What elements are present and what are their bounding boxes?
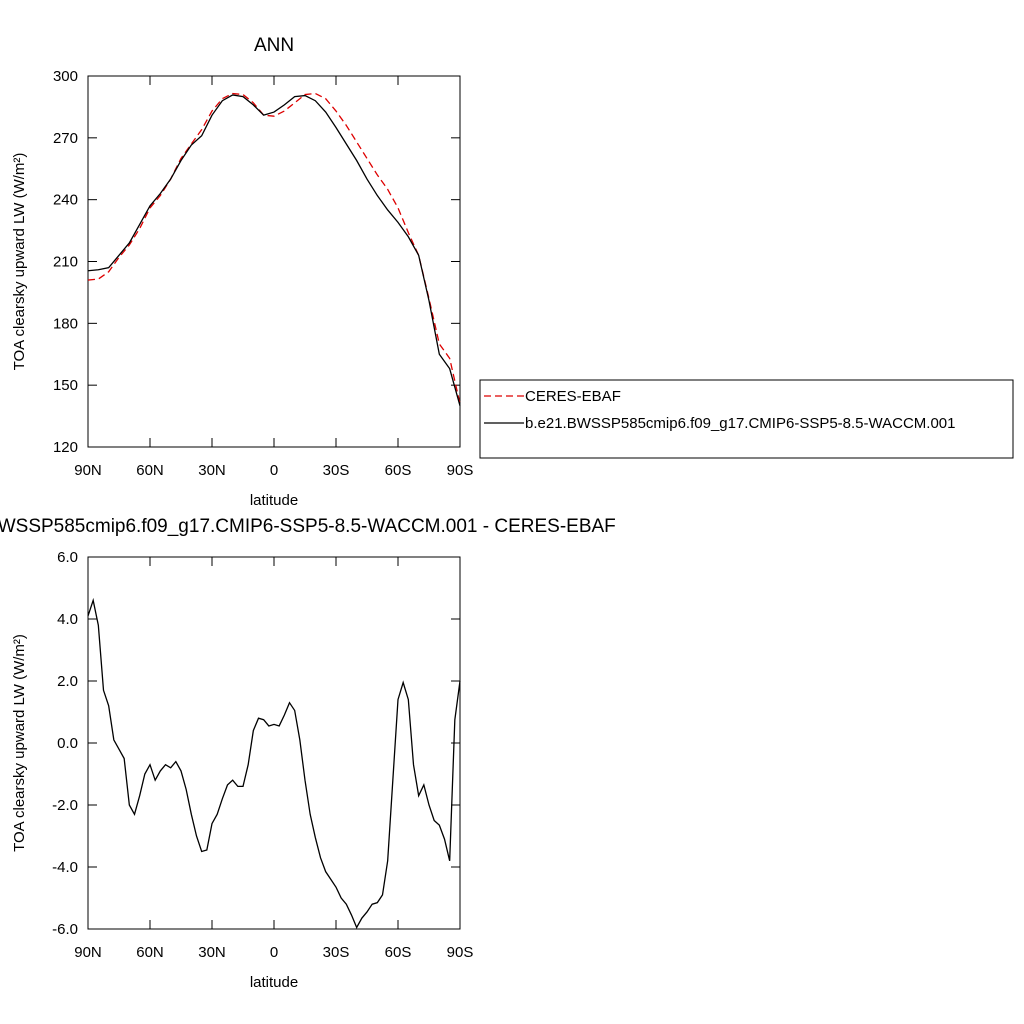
legend-box [479,379,1014,459]
x-tick-label: 30S [323,944,350,961]
line-series [87,94,461,406]
y-tick-label: -4.0 [52,859,78,876]
x-tick-label: 30N [198,462,226,479]
y-tick-label: 2.0 [57,673,78,690]
x-tick-label: 90S [447,944,474,961]
x-axis-label: latitude [250,974,298,991]
y-axis-label: TOA clearsky upward LW (W/m²) [11,634,28,852]
chart-title: b.e21.BWSSP585cmip6.f09_g17.CMIP6-SSP5-8… [0,516,616,537]
x-tick-label: 30S [323,462,350,479]
y-tick-label: -6.0 [52,921,78,938]
x-tick-label: 90N [74,944,102,961]
x-tick-label: 0 [270,462,278,479]
line-series [87,92,461,404]
y-tick-label: 4.0 [57,611,78,628]
y-tick-label: 210 [53,254,78,271]
y-tick-label: 240 [53,192,78,209]
y-tick-label: 120 [53,439,78,456]
x-tick-label: 60N [136,462,164,479]
x-tick-label: 60S [385,462,412,479]
chart-title: ANN [254,35,294,56]
y-tick-label: 6.0 [57,549,78,566]
plot-frame [87,75,461,448]
legend-label: CERES-EBAF [525,388,621,405]
y-tick-label: 150 [53,377,78,394]
y-tick-label: -2.0 [52,797,78,814]
y-axis-label: TOA clearsky upward LW (W/m²) [11,153,28,371]
y-tick-label: 0.0 [57,735,78,752]
x-tick-label: 0 [270,944,278,961]
x-axis-label: latitude [250,492,298,509]
y-tick-label: 270 [53,130,78,147]
legend-label: b.e21.BWSSP585cmip6.f09_g17.CMIP6-SSP5-8… [525,415,955,432]
x-tick-label: 60N [136,944,164,961]
x-tick-label: 30N [198,944,226,961]
x-tick-label: 90S [447,462,474,479]
line-series [87,597,461,929]
y-tick-label: 180 [53,315,78,332]
plot-frame [87,556,461,930]
y-tick-label: 300 [53,68,78,85]
x-tick-label: 60S [385,944,412,961]
x-tick-label: 90N [74,462,102,479]
